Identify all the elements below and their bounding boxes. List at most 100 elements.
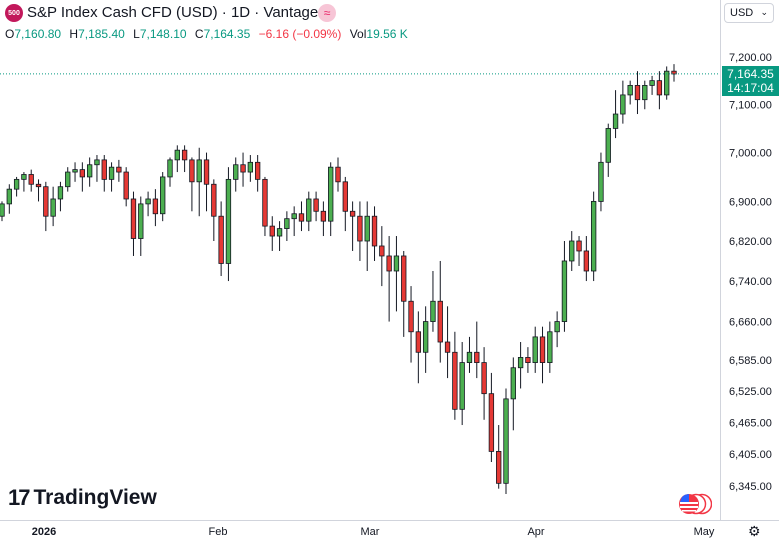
candle[interactable] <box>174 145 180 173</box>
candle[interactable] <box>298 201 305 232</box>
candle[interactable] <box>444 306 451 379</box>
candle[interactable] <box>430 270 436 332</box>
candle[interactable] <box>357 201 363 261</box>
candle[interactable] <box>6 184 12 214</box>
candle[interactable] <box>218 201 224 277</box>
candle[interactable] <box>320 201 327 237</box>
candle[interactable] <box>525 347 531 373</box>
candle[interactable] <box>21 172 27 192</box>
candle[interactable] <box>94 155 100 182</box>
candle[interactable] <box>598 152 604 212</box>
candle[interactable] <box>57 181 64 212</box>
candle[interactable] <box>386 236 392 322</box>
candle[interactable] <box>539 326 546 384</box>
candle[interactable] <box>671 64 677 82</box>
candle[interactable] <box>554 311 560 348</box>
candle[interactable] <box>196 147 202 217</box>
candle[interactable] <box>371 206 378 261</box>
candle[interactable] <box>35 179 42 202</box>
candle[interactable] <box>108 162 115 192</box>
candle[interactable] <box>605 123 611 177</box>
candle[interactable] <box>240 152 246 187</box>
currency-selector[interactable]: USD ⌄ <box>724 3 774 23</box>
candle[interactable] <box>576 236 582 266</box>
candle[interactable] <box>306 191 312 232</box>
candle[interactable] <box>28 169 34 192</box>
candle[interactable] <box>145 191 151 217</box>
candle[interactable] <box>474 321 480 379</box>
candle[interactable] <box>138 196 144 256</box>
candle[interactable] <box>627 80 633 105</box>
candle[interactable] <box>262 176 268 237</box>
candle[interactable] <box>116 159 122 182</box>
candle[interactable] <box>335 157 341 192</box>
candle[interactable] <box>422 306 429 373</box>
candle[interactable] <box>50 186 56 227</box>
candle[interactable] <box>642 80 648 110</box>
candle[interactable] <box>656 71 663 110</box>
candle[interactable] <box>547 321 553 373</box>
us-flag-icon[interactable] <box>678 493 712 515</box>
candle[interactable] <box>167 157 173 187</box>
candle[interactable] <box>86 157 93 187</box>
candle[interactable] <box>130 191 137 256</box>
candle[interactable] <box>393 236 400 312</box>
candle[interactable] <box>612 90 619 139</box>
candle[interactable] <box>79 162 86 192</box>
candle[interactable] <box>532 326 538 373</box>
candle[interactable] <box>328 162 334 237</box>
candle[interactable] <box>225 167 232 282</box>
compare-icon[interactable]: ≈ <box>318 4 336 22</box>
candle[interactable] <box>72 162 78 182</box>
candle[interactable] <box>284 211 290 242</box>
candle[interactable] <box>13 176 20 197</box>
candle[interactable] <box>342 176 348 232</box>
candle[interactable] <box>408 286 414 363</box>
candle[interactable] <box>510 357 516 431</box>
candle[interactable] <box>503 388 509 495</box>
candle[interactable] <box>488 372 495 463</box>
candle[interactable] <box>664 66 670 100</box>
candle[interactable] <box>634 71 641 115</box>
candle[interactable] <box>620 80 626 124</box>
candle[interactable] <box>189 157 195 212</box>
candle[interactable] <box>254 155 261 192</box>
candle[interactable] <box>415 311 422 384</box>
candle[interactable] <box>160 172 166 222</box>
candle[interactable] <box>401 250 407 337</box>
candle[interactable] <box>276 221 283 251</box>
candle[interactable] <box>313 191 319 222</box>
candle[interactable] <box>123 167 129 207</box>
candle[interactable] <box>583 236 590 282</box>
candle[interactable] <box>649 75 655 95</box>
symbol-badge[interactable]: 500 <box>5 4 23 22</box>
price-axis[interactable] <box>720 0 779 520</box>
candle[interactable] <box>437 260 443 363</box>
candle[interactable] <box>65 167 71 192</box>
candle[interactable] <box>247 155 254 182</box>
candle[interactable] <box>233 157 239 192</box>
candle[interactable] <box>203 152 210 212</box>
candle[interactable] <box>101 155 107 192</box>
candle[interactable] <box>379 226 385 287</box>
candle[interactable] <box>459 342 465 426</box>
candle[interactable] <box>152 189 159 227</box>
candle[interactable] <box>496 425 502 489</box>
candle[interactable] <box>269 216 275 251</box>
settings-gear-icon[interactable]: ⚙ <box>748 523 761 539</box>
candle[interactable] <box>291 206 297 237</box>
candle[interactable] <box>181 145 188 173</box>
time-axis[interactable] <box>0 520 779 542</box>
candle[interactable] <box>0 201 5 222</box>
symbol-title[interactable]: S&P Index Cash CFD (USD) · 1D · Vantage <box>27 4 319 21</box>
candle[interactable] <box>590 191 597 282</box>
candle[interactable] <box>211 179 217 242</box>
candlestick-chart[interactable] <box>0 0 720 520</box>
candle[interactable] <box>364 201 370 271</box>
tradingview-logo[interactable]: 17 TradingView <box>8 485 157 510</box>
candle[interactable] <box>569 231 575 271</box>
candle[interactable] <box>349 201 356 251</box>
candle[interactable] <box>517 342 524 389</box>
candle[interactable] <box>481 347 487 420</box>
candle[interactable] <box>43 181 49 232</box>
